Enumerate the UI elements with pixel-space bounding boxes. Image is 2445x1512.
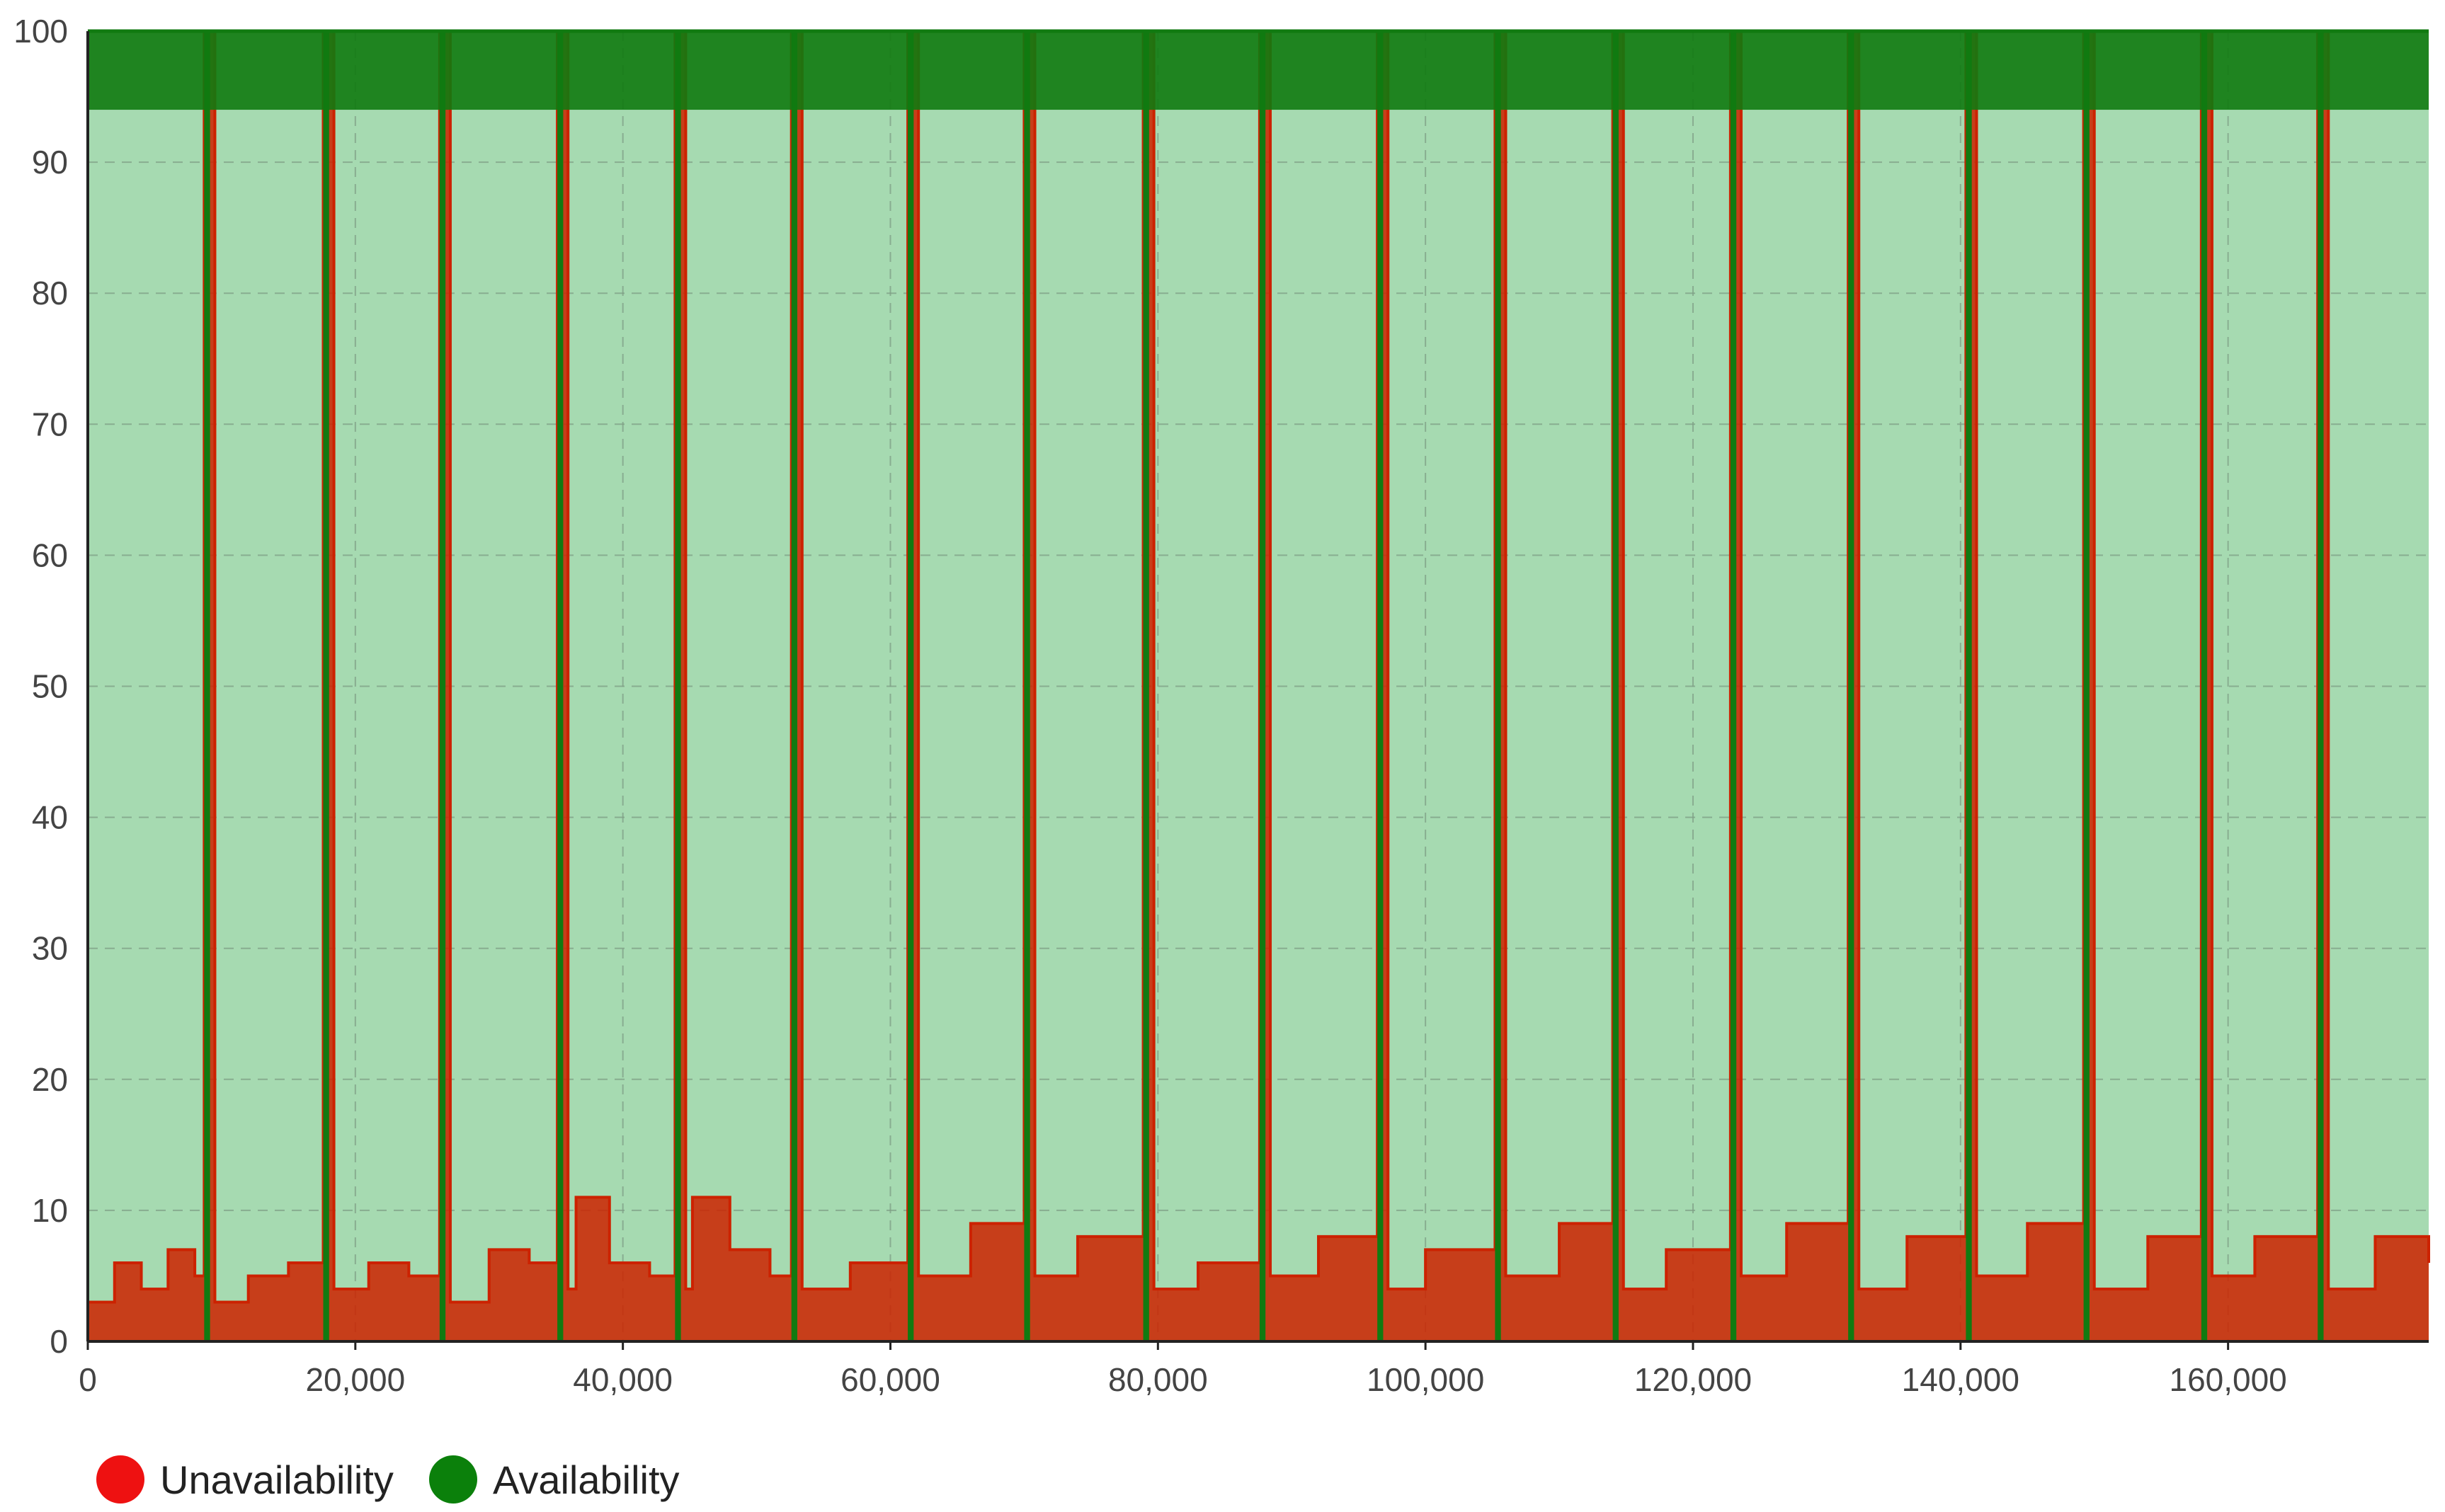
grid-lines: [88, 30, 2429, 1341]
x-tick-label: 60,000: [840, 1361, 940, 1398]
availability-outage-bar: [557, 31, 564, 1341]
availability-outage-bar: [2201, 31, 2208, 1341]
availability-outage-bar: [1730, 31, 1737, 1341]
availability-outage-bar: [1848, 31, 1854, 1341]
x-tick-label: 100,000: [1367, 1361, 1484, 1398]
availability-outage-bar: [439, 31, 446, 1341]
y-tick-label: 60: [32, 537, 68, 573]
x-axis-ticks: 0 20,000 40,000 60,000 80,000 100,000 120,000 1…: [79, 1341, 2287, 1398]
x-tick-label: 0: [79, 1361, 97, 1398]
availability-outage-bar: [204, 31, 210, 1341]
y-tick-label: 100: [13, 13, 68, 50]
availability-outage-bar: [1143, 31, 1149, 1341]
availability-outage-bar: [908, 31, 914, 1341]
y-tick-label: 90: [32, 144, 68, 181]
y-tick-label: 0: [50, 1323, 68, 1360]
availability-band: [88, 31, 2429, 110]
availability-outage-bar: [2318, 31, 2324, 1341]
legend-label-unavailability: Unavailability: [160, 1457, 394, 1502]
availability-outage-bar: [1024, 31, 1030, 1341]
y-tick-label: 10: [32, 1192, 68, 1229]
legend-label-availability: Availability: [493, 1457, 680, 1502]
y-tick-label: 70: [32, 406, 68, 442]
legend: Unavailability Availability: [96, 1455, 680, 1504]
availability-outage-bar: [1259, 31, 1266, 1341]
y-tick-label: 80: [32, 275, 68, 311]
availability-outage-bar: [791, 31, 798, 1341]
availability-outage-bar: [2083, 31, 2090, 1341]
x-tick-label: 120,000: [1634, 1361, 1752, 1398]
y-tick-label: 40: [32, 799, 68, 836]
series-layer: [88, 29, 2430, 1341]
series-area-availability: [88, 31, 2429, 1302]
y-axis-ticks: 0 10 20 30 40 50 60 70 80 90 100: [13, 13, 68, 1360]
x-tick-label: 80,000: [1108, 1361, 1208, 1398]
y-tick-label: 30: [32, 930, 68, 967]
availability-outage-bar: [675, 31, 681, 1341]
x-tick-label: 40,000: [573, 1361, 673, 1398]
legend-marker-availability: [429, 1455, 477, 1504]
x-tick-label: 160,000: [2169, 1361, 2286, 1398]
availability-outage-bar: [323, 31, 329, 1341]
y-tick-label: 50: [32, 668, 68, 705]
x-tick-label: 20,000: [305, 1361, 405, 1398]
availability-outage-bar: [1612, 31, 1619, 1341]
y-tick-label: 20: [32, 1061, 68, 1098]
availability-outage-bar: [1966, 31, 1972, 1341]
availability-outage-bar: [1377, 31, 1384, 1341]
legend-marker-unavailability: [96, 1455, 144, 1504]
availability-outage-bar: [1495, 31, 1501, 1341]
axes: [86, 31, 2429, 1343]
x-tick-label: 140,000: [1902, 1361, 2019, 1398]
